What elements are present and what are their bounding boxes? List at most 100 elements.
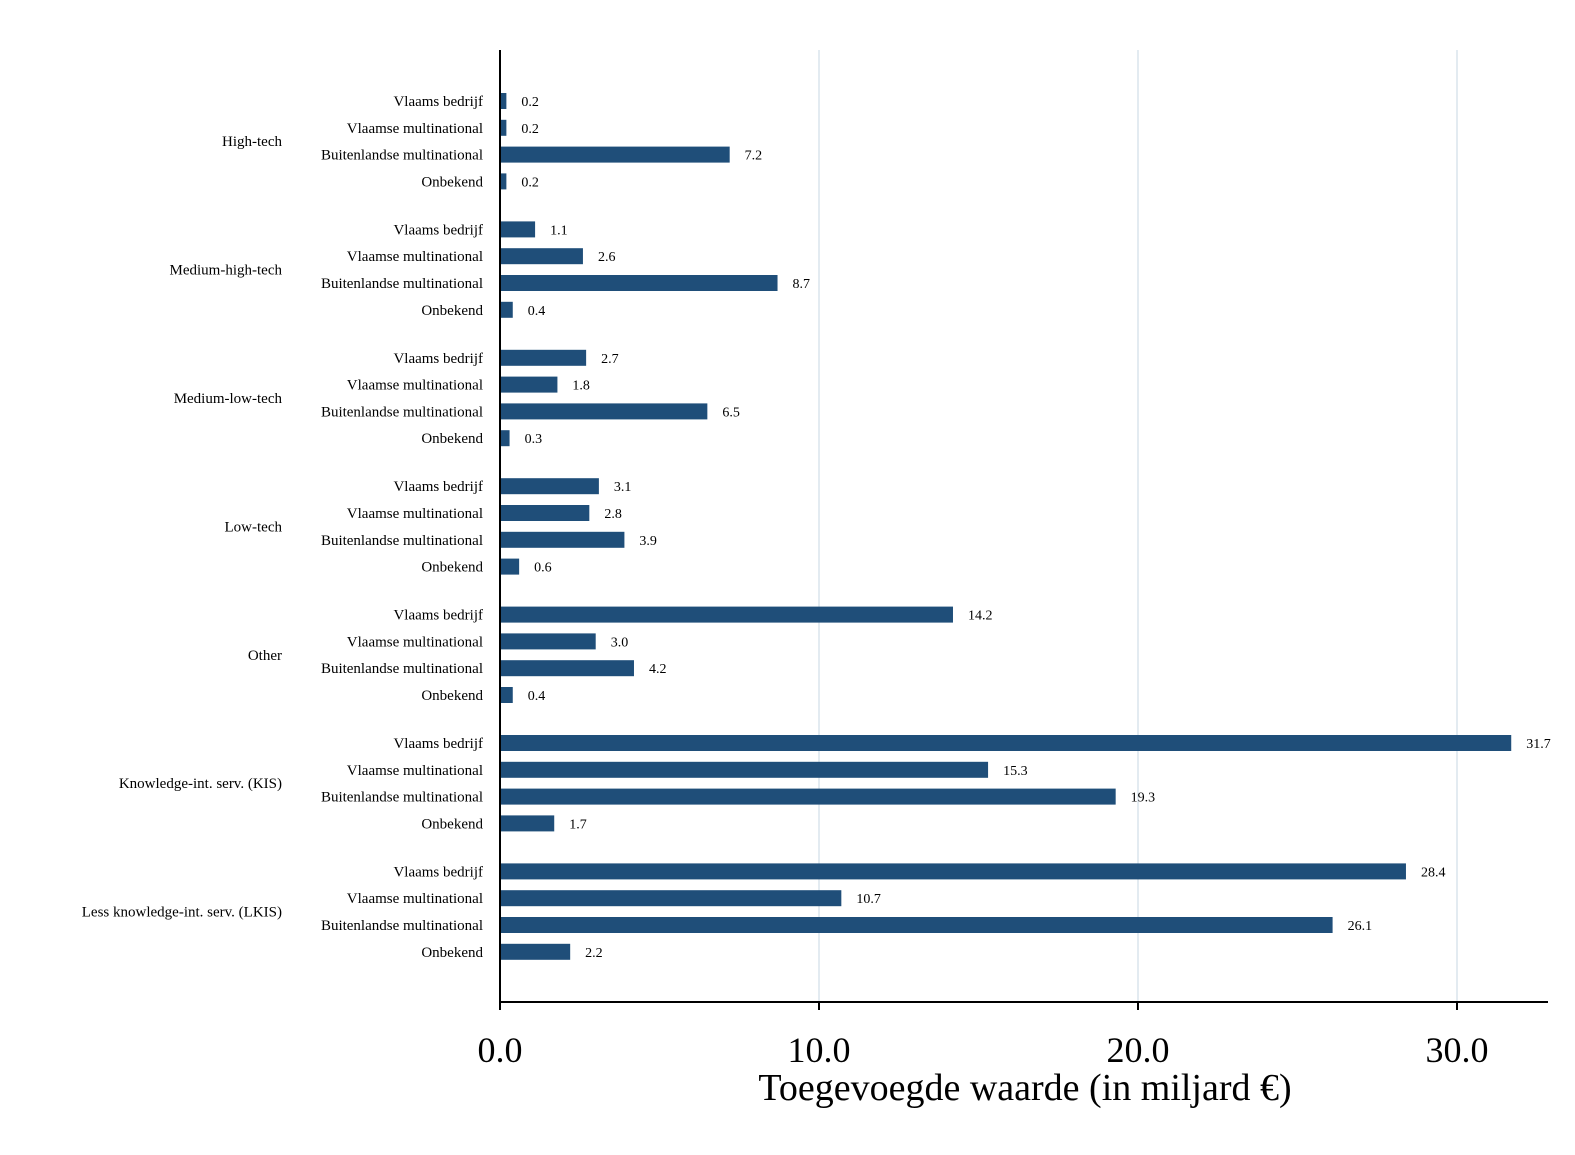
bar	[500, 633, 596, 650]
group-label: Low-tech	[225, 519, 283, 535]
data-label: 3.1	[614, 480, 632, 495]
subcategory-label: Onbekend	[421, 431, 483, 447]
data-label: 19.3	[1131, 791, 1156, 806]
data-label: 0.6	[534, 561, 552, 576]
data-label: 2.8	[604, 507, 622, 522]
subcategory-label: Vlaamse multinational	[347, 506, 483, 522]
x-tick-label: 20.0	[1107, 1030, 1170, 1070]
data-label: 31.7	[1526, 737, 1551, 752]
x-tick-label: 30.0	[1426, 1030, 1489, 1070]
x-tick-label: 0.0	[478, 1030, 523, 1070]
subcategory-label: Buitenlandse multinational	[321, 404, 483, 420]
subcategory-label: Onbekend	[421, 816, 483, 832]
data-label: 10.7	[856, 892, 881, 907]
data-label: 4.2	[649, 662, 667, 677]
data-label: 0.2	[521, 122, 539, 137]
data-label: 2.2	[585, 946, 603, 961]
bar	[500, 815, 555, 832]
bar	[500, 606, 953, 623]
data-label: 1.1	[550, 223, 568, 238]
subcategory-label: Buitenlandse multinational	[321, 790, 483, 806]
x-axis-title: Toegevoegde waarde (in miljard €)	[758, 1067, 1291, 1109]
bar	[500, 505, 590, 521]
data-label: 1.8	[572, 379, 590, 394]
bar	[500, 248, 583, 265]
subcategory-label: Vlaams bedrijf	[393, 479, 483, 495]
subcategory-label: Buitenlandse multinational	[321, 533, 483, 549]
bar	[500, 917, 1333, 933]
bar	[500, 93, 507, 109]
subcategory-label: Buitenlandse multinational	[321, 661, 483, 677]
group-label: High-tech	[222, 134, 282, 150]
bar	[500, 173, 507, 190]
grid-lines	[818, 50, 1458, 1002]
bar	[500, 478, 599, 495]
data-label: 7.2	[745, 149, 763, 164]
subcategory-label: Vlaams bedrijf	[393, 736, 483, 752]
data-label: 0.3	[525, 432, 543, 447]
data-label: 8.7	[793, 277, 811, 292]
data-label: 0.4	[528, 304, 546, 319]
subcategory-label: Vlaamse multinational	[347, 378, 483, 394]
subcategory-label: Vlaams bedrijf	[393, 222, 483, 238]
bar	[500, 890, 842, 907]
data-label: 2.6	[598, 250, 616, 265]
bar	[500, 531, 625, 548]
group-label: Medium-high-tech	[170, 263, 283, 279]
subcategory-label: Onbekend	[421, 303, 483, 319]
subcategory-label: Vlaams bedrijf	[393, 94, 483, 110]
subcategory-label: Vlaams bedrijf	[393, 864, 483, 880]
bar	[500, 430, 510, 447]
data-label: 0.2	[521, 175, 539, 190]
bar	[500, 943, 571, 960]
subcategory-label: Onbekend	[421, 560, 483, 576]
bar	[500, 221, 536, 238]
subcategory-label: Vlaamse multinational	[347, 121, 483, 137]
bar	[500, 403, 708, 420]
data-label: 3.9	[639, 534, 657, 549]
bar	[500, 376, 558, 393]
bars: Vlaams bedrijf 0.2 Vlaamse multinational 0.…	[82, 93, 1551, 961]
group-label: Other	[248, 648, 282, 664]
data-label: 0.2	[521, 95, 539, 110]
bar	[500, 119, 507, 136]
bar	[500, 146, 730, 163]
data-label: 26.1	[1348, 919, 1373, 934]
group-label: Less knowledge-int. serv. (LKIS)	[82, 905, 282, 921]
bar	[500, 275, 778, 291]
data-label: 0.4	[528, 689, 546, 704]
data-label: 14.2	[968, 609, 993, 624]
bar	[500, 735, 1512, 751]
axes: 0.0 10.0 20.0 30.0	[478, 50, 1548, 1070]
data-label: 2.7	[601, 352, 619, 367]
bar	[500, 687, 513, 703]
data-label: 28.4	[1421, 865, 1446, 880]
data-label: 1.7	[569, 817, 587, 832]
x-tick-label: 10.0	[788, 1030, 851, 1070]
bar	[500, 761, 989, 778]
subcategory-label: Vlaamse multinational	[347, 763, 483, 779]
subcategory-label: Vlaamse multinational	[347, 634, 483, 650]
subcategory-label: Vlaamse multinational	[347, 891, 483, 907]
bar	[500, 301, 513, 318]
subcategory-label: Buitenlandse multinational	[321, 276, 483, 292]
subcategory-label: Buitenlandse multinational	[321, 918, 483, 934]
group-label: Knowledge-int. serv. (KIS)	[119, 776, 282, 792]
subcategory-label: Onbekend	[421, 945, 483, 961]
bar	[500, 788, 1116, 805]
bar	[500, 863, 1406, 880]
subcategory-label: Vlaams bedrijf	[393, 351, 483, 367]
subcategory-label: Buitenlandse multinational	[321, 148, 483, 164]
subcategory-label: Onbekend	[421, 174, 483, 190]
bar	[500, 558, 520, 575]
bar	[500, 349, 587, 366]
data-label: 6.5	[722, 405, 740, 420]
subcategory-label: Onbekend	[421, 688, 483, 704]
bar	[500, 660, 634, 677]
subcategory-label: Vlaams bedrijf	[393, 608, 483, 624]
group-label: Medium-low-tech	[174, 391, 283, 407]
data-label: 15.3	[1003, 764, 1028, 779]
